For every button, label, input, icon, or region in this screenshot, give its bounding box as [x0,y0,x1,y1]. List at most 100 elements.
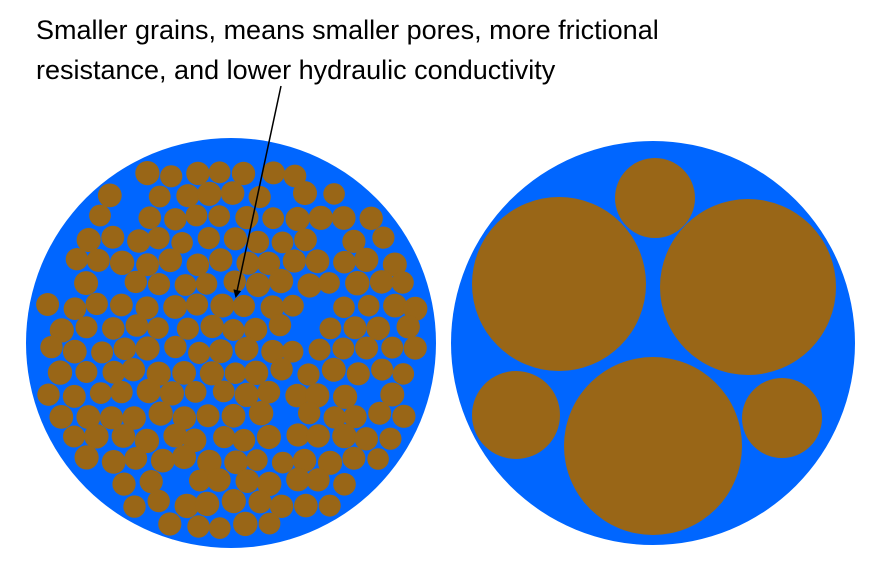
fine-grain [136,378,161,404]
fine-grain [285,206,310,232]
fine-grain [357,294,380,317]
fine-grain [346,362,370,386]
fine-grain [76,405,101,430]
fine-grain [197,227,220,250]
fine-grain [224,362,247,385]
fine-grain [318,450,343,475]
fine-grain [135,161,160,186]
fine-grain [286,467,310,492]
fine-grain [111,424,136,448]
fine-grain [199,361,224,386]
fine-grain [194,491,220,517]
fine-grain [282,294,304,317]
fine-grain [172,445,197,470]
fine-grain [150,448,175,473]
fine-grain [403,336,427,360]
fine-grain [367,448,389,470]
fine-grain [186,253,210,277]
fine-grain [298,401,321,425]
coarse-grain [742,378,822,458]
fine-grain-sample [26,138,436,548]
fine-grain [223,270,246,293]
fine-grain [163,423,187,448]
coarse-grain [472,197,646,371]
fine-grain [345,271,370,296]
fine-grain [331,206,356,230]
fine-grain [212,380,235,403]
fine-grain [220,181,245,205]
fine-grain [102,360,126,384]
fine-grain [210,293,235,318]
fine-grain [391,271,414,294]
fine-grain [333,473,356,496]
fine-grain [75,316,98,339]
fine-grain [74,445,99,470]
coarse-grain [472,371,560,459]
fine-grain [172,361,197,385]
fine-grain [323,406,346,429]
fine-grain [246,230,270,254]
fine-grain [383,293,407,318]
fine-grain [233,511,258,537]
fine-grain [65,248,89,271]
fine-grain [232,428,256,452]
fine-grain [306,424,330,448]
fine-grain [164,335,187,359]
fine-grain [158,248,183,273]
caption-line-2: resistance, and lower hydraulic conducti… [36,55,556,85]
fine-grain [308,338,331,361]
fine-grain [333,296,355,319]
fine-grain [382,252,407,277]
fine-grain [213,426,236,449]
fine-grain [248,490,272,514]
fine-grain [110,293,133,317]
fine-grain [396,315,420,339]
fine-grain [368,401,392,425]
fine-grain [136,253,159,277]
fine-grains [36,161,428,539]
fine-grain [306,468,330,492]
fine-grain [283,164,307,188]
fine-grain [147,273,171,296]
fine-grain [381,336,404,359]
fine-grain [318,272,340,294]
fine-grain [257,471,282,496]
fine-grain [200,314,224,339]
fine-grain [123,495,146,518]
fine-grain [256,424,281,450]
fine-grain [403,296,428,321]
fine-grain [206,468,231,492]
fine-grain [84,424,109,449]
fine-grain [281,340,304,363]
fine-grain [258,512,281,535]
coarse-grain [660,199,836,375]
fine-grain [293,181,317,206]
fine-grain [75,361,98,383]
fine-grain [121,358,146,382]
fine-grain [208,205,230,227]
fine-grain [76,227,101,253]
fine-grain [112,472,136,496]
fine-grain [372,226,395,249]
fine-grain [109,250,135,275]
fine-grain [89,382,112,404]
fine-grain [294,493,318,518]
fine-grain [135,296,159,320]
fine-grain [147,317,169,339]
fine-grain [285,383,309,408]
fine-grain [125,314,149,337]
coarse-grain [564,357,742,535]
fine-grain [164,208,187,231]
fine-grain [234,382,259,407]
fine-grain [243,317,268,342]
fine-grain [232,294,255,318]
fine-grain [147,489,170,513]
fine-grain [196,404,220,428]
fine-grain [62,339,87,364]
fine-grain [148,185,171,208]
fine-grain [91,341,114,364]
fine-grain [174,493,199,519]
fine-grain [260,295,285,320]
fine-grain [209,248,233,272]
